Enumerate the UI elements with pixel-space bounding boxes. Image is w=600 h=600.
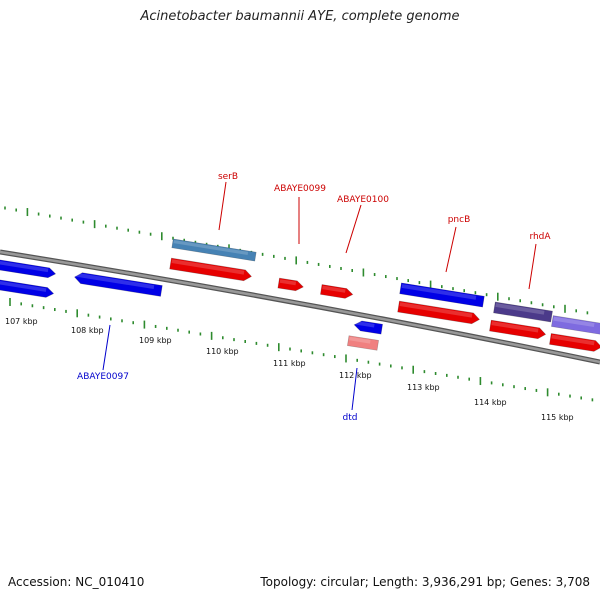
leader-line <box>102 324 111 371</box>
cds-reverse-abaye0100 <box>320 284 354 299</box>
inner-tick-track <box>9 298 594 402</box>
feature-highlight <box>322 285 346 293</box>
gene-rhda <box>493 301 553 323</box>
tick-label-group: 107 kbp 108 kbp 109 kbp 110 kbp 111 kbp 112 k… <box>5 317 574 422</box>
tick-label: 110 kbp <box>206 347 239 356</box>
map-title: Acinetobacter baumannii AYE, complete ge… <box>140 9 460 24</box>
feature-shape <box>549 333 600 352</box>
leader-line <box>528 243 537 290</box>
genome-backbone <box>0 249 600 365</box>
tick-label: 109 kbp <box>139 336 172 345</box>
cds-dtd-pink <box>347 335 379 351</box>
gene-label-serb: serB <box>218 172 238 182</box>
feature-shape <box>551 315 600 335</box>
genome-summary-text: Topology: circular; Length: 3,936,291 bp… <box>260 575 590 589</box>
gene-label-pncb: pncB <box>448 215 471 225</box>
gene-label-abaye0097: ABAYE0097 <box>77 372 129 382</box>
leader-line <box>351 367 358 411</box>
leader-line <box>218 181 227 231</box>
gene-label-group: serB ABAYE0099 ABAYE0100 pncB rhdA ABAYE0097 d… <box>77 172 551 423</box>
feature-shape <box>353 320 383 335</box>
tick-label: 113 kbp <box>407 383 440 392</box>
cds-forward <box>0 258 57 279</box>
feature-highlight <box>173 240 249 256</box>
feature-group <box>0 238 600 352</box>
cds-forward <box>0 279 55 298</box>
feature-highlight <box>553 316 595 328</box>
tick-label: 114 kbp <box>474 398 507 407</box>
leader-line-group <box>102 181 537 411</box>
cds-reverse-pncb <box>397 300 480 325</box>
feature-shape <box>169 257 252 282</box>
gene-label-abaye0099: ABAYE0099 <box>274 184 326 194</box>
feature-highlight <box>0 260 49 273</box>
tick-label: 108 kbp <box>71 326 104 335</box>
feature-highlight <box>495 303 545 315</box>
gene-rhda-2 <box>551 315 600 335</box>
gene-label-dtd: dtd <box>343 413 358 423</box>
leader-line <box>345 204 362 254</box>
feature-shape <box>493 301 553 323</box>
gene-label-abaye0100: ABAYE0100 <box>337 195 389 205</box>
accession-text: Accession: NC_010410 <box>8 575 145 589</box>
feature-highlight <box>349 336 371 344</box>
tick-label: 112 kbp <box>339 371 372 380</box>
feature-highlight <box>0 280 47 292</box>
feature-shape <box>347 335 379 351</box>
feature-shape <box>399 282 485 308</box>
feature-shape <box>0 279 55 298</box>
feature-highlight <box>401 284 477 300</box>
feature-highlight <box>279 279 297 286</box>
feature-highlight <box>551 334 595 346</box>
gene-serb <box>171 238 257 262</box>
feature-shape <box>74 272 163 297</box>
feature-shape <box>320 284 354 299</box>
tick-label: 115 kbp <box>541 413 574 422</box>
cds-forward-dtd <box>353 320 383 335</box>
cds-reverse-rhda <box>489 319 547 340</box>
cds-reverse-abaye0099 <box>277 277 304 292</box>
cds-reverse-serb <box>169 257 252 282</box>
feature-shape <box>489 319 547 340</box>
feature-highlight <box>491 321 539 333</box>
feature-shape <box>277 277 304 292</box>
feature-shape <box>397 300 480 325</box>
cds-forward-pncb <box>399 282 485 308</box>
feature-highlight <box>399 302 473 318</box>
cds-reverse-rhda-2 <box>549 333 600 352</box>
tick-label: 111 kbp <box>273 359 306 368</box>
leader-line <box>445 226 457 273</box>
gene-label-rhda: rhdA <box>529 232 551 242</box>
feature-shape <box>0 258 57 279</box>
tick-label: 107 kbp <box>5 317 38 326</box>
feature-highlight <box>171 259 245 275</box>
outer-tick-track <box>4 206 589 315</box>
cds-forward-abaye0097 <box>74 272 163 297</box>
feature-highlight <box>75 272 155 290</box>
feature-highlight <box>355 320 375 328</box>
feature-shape <box>171 238 257 262</box>
